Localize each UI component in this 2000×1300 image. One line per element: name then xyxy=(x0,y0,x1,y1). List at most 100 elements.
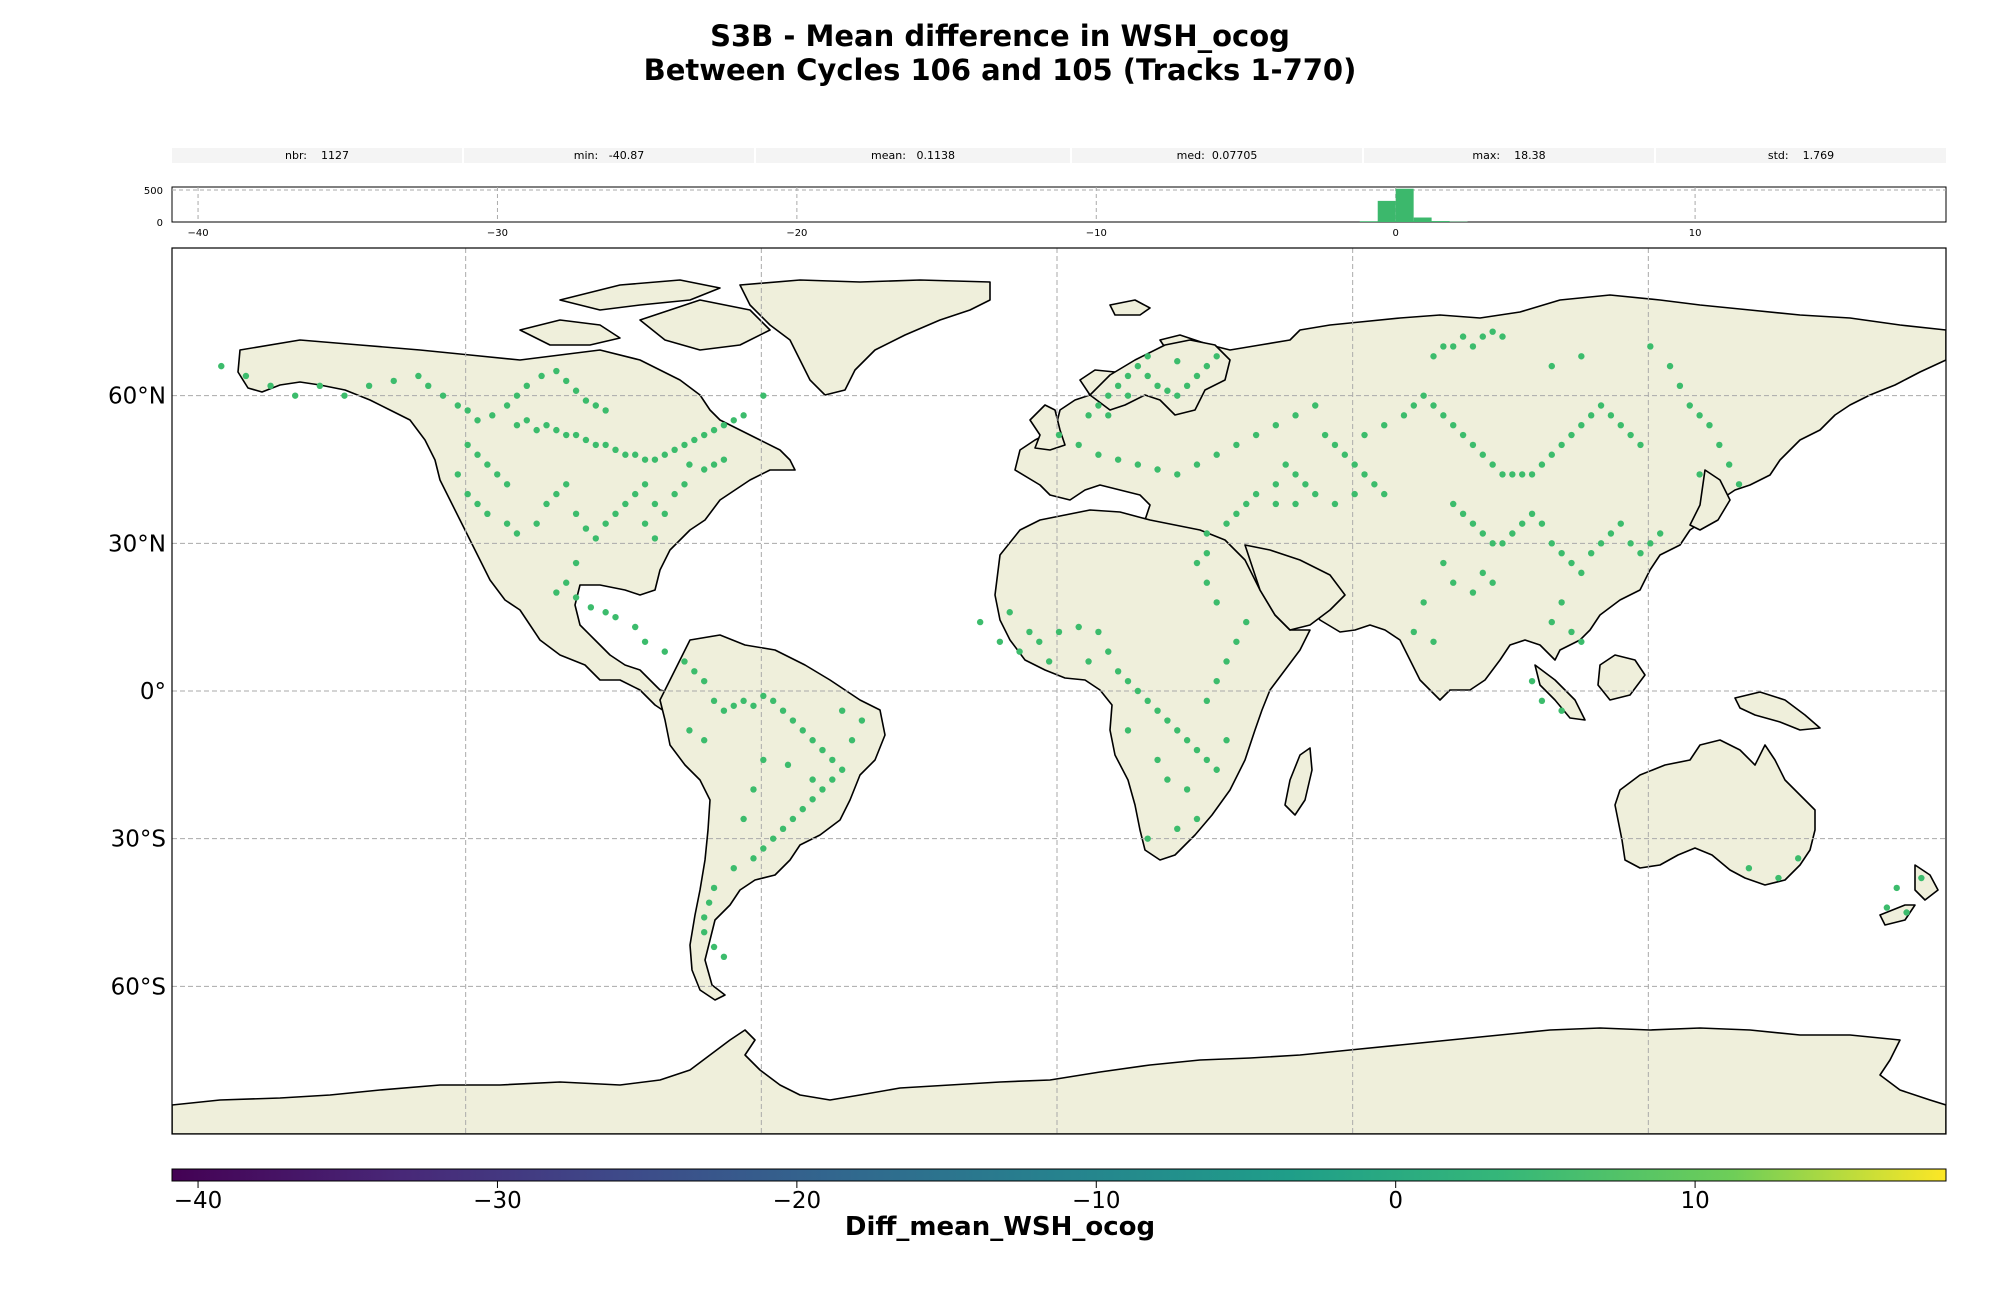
data-point xyxy=(553,589,560,596)
data-point xyxy=(1745,865,1753,872)
data-point xyxy=(1538,697,1546,705)
data-point xyxy=(1331,500,1339,508)
land-greenland xyxy=(739,279,991,396)
data-point xyxy=(740,815,747,823)
land-arabian-peninsula xyxy=(1244,544,1346,631)
data-point xyxy=(1154,707,1161,714)
hist-ytick-500: 500 xyxy=(144,186,163,197)
data-point xyxy=(769,697,777,705)
data-point xyxy=(1302,481,1309,488)
data-point xyxy=(1006,609,1013,616)
data-point xyxy=(341,392,348,399)
data-point xyxy=(592,535,599,542)
data-point xyxy=(740,697,747,705)
data-point xyxy=(1548,618,1555,626)
data-point xyxy=(750,702,757,709)
lat-label: 60°N xyxy=(108,384,166,410)
data-point xyxy=(1331,441,1339,449)
data-point xyxy=(503,481,511,488)
stats-bar: nbr: 1127 min: -40.87 mean: 0.1138 med: … xyxy=(172,148,1946,163)
stat-std: std: 1.769 xyxy=(1656,148,1946,163)
lat-label: 60°S xyxy=(111,974,166,1000)
data-point xyxy=(533,520,540,527)
data-point xyxy=(1174,825,1181,833)
data-point xyxy=(1351,490,1358,498)
data-point xyxy=(1499,471,1506,478)
land-australia xyxy=(1614,739,1816,886)
data-point xyxy=(474,500,481,508)
land-ellesmere-island xyxy=(559,279,721,311)
data-point xyxy=(622,451,629,458)
data-point xyxy=(1075,623,1082,631)
data-point xyxy=(1095,451,1102,458)
hist-xtick: −20 xyxy=(786,228,807,239)
data-point xyxy=(701,677,708,685)
data-point xyxy=(572,594,580,601)
data-point xyxy=(474,451,481,458)
hist-bar xyxy=(1413,217,1432,222)
data-point xyxy=(720,953,728,960)
data-point xyxy=(1489,579,1496,586)
data-point xyxy=(533,426,540,434)
data-point xyxy=(538,372,545,380)
data-point xyxy=(602,520,609,527)
data-point xyxy=(503,402,511,409)
land-antarctica xyxy=(172,1027,1946,1134)
data-point xyxy=(710,943,718,951)
data-point xyxy=(1479,569,1486,577)
data-point xyxy=(572,431,580,439)
data-point xyxy=(474,417,481,424)
data-point xyxy=(316,382,324,390)
data-point xyxy=(1203,697,1211,705)
data-point xyxy=(1666,362,1674,370)
data-point xyxy=(513,530,521,537)
data-point xyxy=(1627,431,1634,439)
data-point xyxy=(1430,353,1437,360)
data-point xyxy=(572,387,580,394)
data-point xyxy=(439,392,447,399)
data-point xyxy=(1164,776,1171,783)
stat-min: min: -40.87 xyxy=(464,148,754,163)
data-point xyxy=(1538,520,1546,527)
data-point xyxy=(1588,412,1595,419)
data-point xyxy=(1489,328,1496,335)
data-point xyxy=(553,426,560,434)
data-point xyxy=(1794,855,1802,862)
data-point xyxy=(592,441,599,449)
data-point xyxy=(1154,466,1161,473)
data-point xyxy=(701,466,708,473)
data-point xyxy=(1183,737,1191,744)
data-point xyxy=(740,412,747,419)
data-point xyxy=(701,431,708,439)
data-point xyxy=(1036,638,1043,645)
hist-bar xyxy=(1359,221,1378,222)
data-point xyxy=(425,382,432,390)
data-point xyxy=(838,766,846,773)
data-point xyxy=(632,451,639,458)
data-point xyxy=(1883,904,1891,911)
figure-title: S3B - Mean difference in WSH_ocog xyxy=(710,19,1290,53)
data-point xyxy=(632,623,639,631)
data-point xyxy=(572,559,580,567)
data-point xyxy=(242,372,250,380)
data-point xyxy=(701,928,708,936)
data-point xyxy=(1578,569,1585,577)
data-point xyxy=(1381,422,1388,429)
data-point xyxy=(1213,451,1220,458)
hist-xtick: 0 xyxy=(1392,228,1398,239)
data-point xyxy=(489,412,496,419)
data-point xyxy=(1105,392,1112,399)
data-point xyxy=(799,727,806,734)
data-point xyxy=(612,446,619,454)
data-point xyxy=(1114,382,1122,390)
data-point xyxy=(651,456,659,463)
data-point xyxy=(1164,717,1171,724)
colorbar-tick-label: −30 xyxy=(473,1188,522,1214)
data-point xyxy=(582,525,590,532)
data-point xyxy=(1124,392,1132,399)
data-point xyxy=(1272,481,1280,488)
data-point xyxy=(784,761,792,769)
data-point xyxy=(829,756,836,764)
data-point xyxy=(819,786,826,793)
